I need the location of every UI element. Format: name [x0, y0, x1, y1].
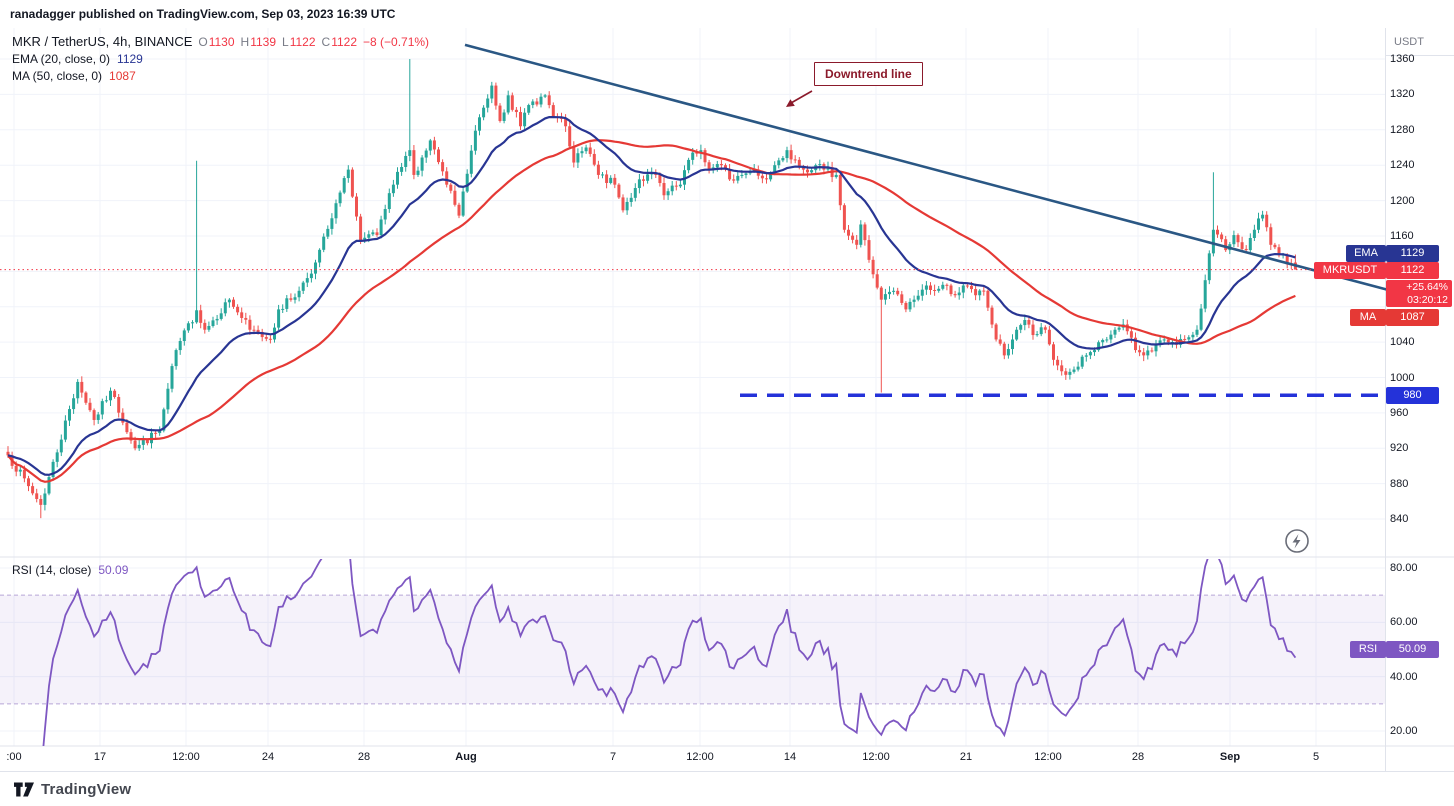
- rsi-legend-value: 50.09: [98, 562, 129, 577]
- bar-countdown: 03:20:12: [1407, 294, 1448, 306]
- time-axis[interactable]: :00 17 12:00 24 28 Aug 7 12:00 14 12:00 21 12:00 28 S…: [0, 747, 1385, 771]
- time-tick-label: Aug: [455, 751, 477, 763]
- bar-change: −8 (−0.71%): [363, 34, 430, 49]
- time-tick-label: 12:00: [172, 751, 200, 763]
- ohlc-letter: H: [240, 34, 250, 49]
- tradingview-logo[interactable]: [14, 782, 34, 797]
- price-tick-label: 1360: [1390, 53, 1415, 66]
- rsi-line[interactable]: [12, 536, 1297, 785]
- rsi-legend-label: RSI (14, close): [12, 562, 92, 577]
- ema-legend-value: 1129: [117, 51, 143, 66]
- price-axis[interactable]: 1360 1320 1280 1240 1200 1160 1040 1000 960 920 88…: [1385, 0, 1454, 771]
- time-tick-label: 21: [959, 751, 973, 763]
- symbol-title: MKR / TetherUS, 4h, BINANCE: [12, 34, 193, 49]
- symbol-legend-row[interactable]: MKR / TetherUS, 4h, BINANCE O1130 H1139 L1…: [12, 33, 429, 50]
- ohlc-letter: L: [282, 34, 289, 49]
- rsi-tick-label: 20.00: [1390, 725, 1418, 737]
- time-tick-label: Sep: [1219, 751, 1241, 763]
- ohlc-values: O1130 H1139 L1122 C1122: [192, 33, 357, 51]
- symbol-axis-chip: MKRUSDT: [1314, 262, 1386, 279]
- last-price-badge: 1122: [1386, 262, 1439, 279]
- price-tick-label: 1200: [1390, 194, 1415, 207]
- ohlc-value: 1139: [250, 34, 277, 49]
- time-tick-label: 17: [93, 751, 107, 763]
- annotation-arrow: [790, 90, 813, 104]
- ema-20-line[interactable]: [7, 115, 1296, 476]
- time-tick-label: 12:00: [1034, 751, 1062, 763]
- tradingview-brand[interactable]: TradingView: [41, 780, 132, 798]
- ohlc-value: 1122: [331, 34, 357, 49]
- support-price-badge: 980: [1386, 387, 1439, 404]
- rsi-band: [0, 595, 1385, 704]
- rsi-tick-label: 40.00: [1390, 670, 1418, 683]
- publish-text: ranadagger published on TradingView.com,…: [10, 7, 396, 21]
- price-tick-label: 960: [1390, 406, 1409, 419]
- ohlc-value: 1122: [289, 34, 316, 49]
- time-tick-label: 7: [609, 751, 617, 763]
- price-tick-label: 1160: [1390, 229, 1414, 242]
- ma-legend-value: 1087: [109, 68, 136, 83]
- ema-axis-chip: EMA: [1346, 245, 1386, 262]
- price-change-countdown: +25.64% 03:20:12: [1386, 280, 1452, 307]
- rsi-tick-label: 80.00: [1390, 562, 1418, 574]
- rsi-tick-label: 60.00: [1390, 616, 1418, 629]
- price-tick-label: 920: [1390, 442, 1409, 455]
- price-tick-label: 1280: [1390, 123, 1415, 136]
- footer-bar: TradingView: [0, 772, 1454, 806]
- ma-price-badge: 1087: [1386, 309, 1439, 326]
- annotation-arrowhead: [786, 99, 795, 107]
- publish-header: ranadagger published on TradingView.com,…: [10, 7, 395, 21]
- candles[interactable]: [6, 59, 1297, 519]
- ohlc-letter: C: [321, 34, 331, 49]
- currency-label[interactable]: USDT: [1394, 36, 1424, 48]
- grid: [0, 28, 1385, 746]
- time-tick-label: 12:00: [686, 751, 714, 763]
- time-tick-label: 5: [1312, 751, 1320, 763]
- chart-legend: MKR / TetherUS, 4h, BINANCE O1130 H1139 L1…: [12, 33, 429, 84]
- rsi-value-badge: 50.09: [1386, 641, 1439, 658]
- ohlc-letter: O: [198, 34, 208, 49]
- change-percent: +25.64%: [1406, 281, 1448, 293]
- time-tick-label: :00: [6, 751, 22, 763]
- ma-axis-chip: MA: [1350, 309, 1386, 326]
- lightning-icon[interactable]: [1285, 529, 1309, 553]
- price-tick-label: 1000: [1390, 371, 1415, 384]
- price-tick-label: 1040: [1390, 336, 1415, 349]
- time-tick-label: 24: [261, 751, 275, 763]
- ema-legend-label: EMA (20, close, 0): [12, 51, 111, 66]
- time-tick-label: 14: [783, 751, 797, 763]
- price-tick-label: 840: [1390, 513, 1409, 526]
- rsi-legend: RSI (14, close) 50.09: [12, 561, 128, 578]
- ma-legend-row[interactable]: MA (50, close, 0) 1087: [12, 67, 429, 84]
- time-tick-label: 28: [1131, 751, 1145, 763]
- price-tick-label: 1320: [1390, 88, 1415, 101]
- downtrend-line[interactable]: [464, 43, 1389, 292]
- downtrend-line-label[interactable]: Downtrend line: [814, 62, 923, 86]
- ma-legend-label: MA (50, close, 0): [12, 68, 103, 83]
- rsi-axis-chip: RSI: [1350, 641, 1386, 658]
- ema-price-badge: 1129: [1386, 245, 1439, 262]
- ma-50-line[interactable]: [7, 139, 1296, 483]
- price-tick-label: 880: [1390, 477, 1409, 490]
- time-tick-label: 28: [357, 751, 371, 763]
- ohlc-value: 1130: [208, 34, 235, 49]
- price-tick-label: 1240: [1390, 159, 1415, 172]
- time-tick-label: 12:00: [862, 751, 890, 763]
- ema-legend-row[interactable]: EMA (20, close, 0) 1129: [12, 50, 429, 67]
- rsi-legend-row[interactable]: RSI (14, close) 50.09: [12, 561, 128, 578]
